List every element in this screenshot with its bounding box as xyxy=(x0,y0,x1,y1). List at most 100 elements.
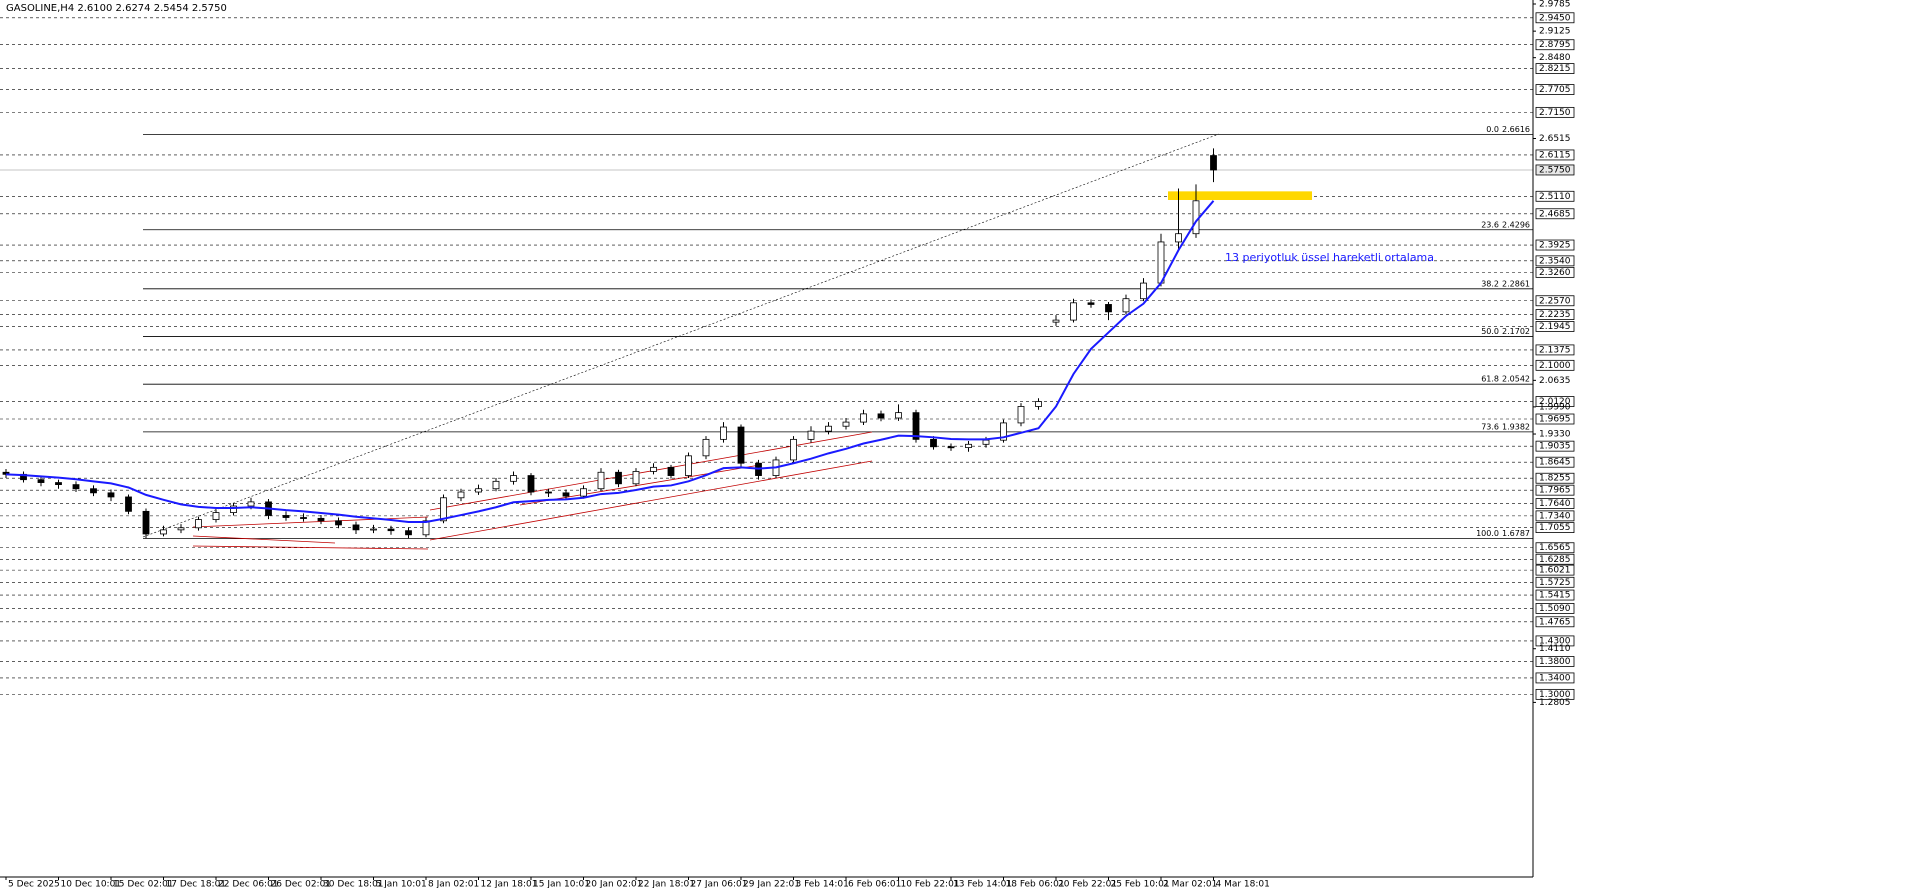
x-tick-label: 6 Feb 06:01 xyxy=(848,880,901,888)
candle-body xyxy=(982,439,990,445)
fib-value: 2.6616 xyxy=(1502,125,1530,134)
candle-body xyxy=(107,492,115,498)
level-label: 2.1375 xyxy=(1539,345,1571,355)
candle-body xyxy=(55,482,62,486)
candle-body xyxy=(510,475,517,482)
candle-body xyxy=(230,505,237,513)
level-label-box xyxy=(1535,84,1575,95)
x-tick-label: 12 Jan 18:01 xyxy=(481,880,538,888)
level-label: 2.2570 xyxy=(1539,296,1571,306)
candle-body xyxy=(440,497,447,522)
level-label: 2.2235 xyxy=(1539,310,1571,320)
candle-body xyxy=(492,480,500,490)
level-label: 1.6021 xyxy=(1539,566,1571,576)
candle-body xyxy=(860,413,867,423)
candle-body xyxy=(475,488,482,493)
x-tick-label: 2 Mar 02:01 xyxy=(1163,880,1217,888)
candle-body xyxy=(702,438,710,457)
candle-body xyxy=(1052,319,1060,323)
level-label: 1.7055 xyxy=(1539,523,1571,533)
candle-body xyxy=(247,501,255,507)
level-label: 1.6285 xyxy=(1539,555,1571,565)
candle-body xyxy=(912,412,920,440)
candle-body xyxy=(825,425,832,432)
candle-body xyxy=(947,446,955,449)
candle-body xyxy=(177,527,185,531)
candle-body xyxy=(1122,298,1130,313)
candle-body xyxy=(300,517,307,519)
fib-value: 2.0542 xyxy=(1502,375,1530,384)
fib-level: 50.0 xyxy=(1481,327,1499,336)
x-tick-label: 4 Mar 18:01 xyxy=(1216,880,1270,888)
level-label: 2.8795 xyxy=(1539,40,1571,50)
y-tick-label: 2.8480 xyxy=(1539,53,1571,63)
candle-body xyxy=(895,412,902,419)
x-tick-label: 8 Jan 02:01 xyxy=(428,880,479,888)
level-label: 1.7340 xyxy=(1539,511,1571,521)
candle-body xyxy=(965,443,972,448)
y-tick-label: 1.2805 xyxy=(1539,698,1571,708)
x-tick-label: 30 Dec 18:01 xyxy=(323,880,384,888)
candle-body xyxy=(615,471,622,485)
level-label: 2.3540 xyxy=(1539,256,1571,266)
candle-body xyxy=(352,524,360,531)
level-label-box xyxy=(1535,542,1575,554)
candle-body xyxy=(1140,282,1147,300)
level-label-box xyxy=(1535,106,1575,118)
candle-body xyxy=(807,430,815,440)
last-price-box xyxy=(1535,164,1575,176)
candle-body xyxy=(562,492,570,497)
level-label: 1.9035 xyxy=(1539,442,1571,452)
level-label-box xyxy=(1535,396,1575,407)
level-label-box xyxy=(1535,456,1575,468)
level-label-box xyxy=(1535,295,1575,307)
level-label: 2.0120 xyxy=(1539,397,1571,407)
fib-value: 2.4296 xyxy=(1502,220,1530,229)
candle-body xyxy=(667,466,675,476)
candle-body xyxy=(1035,401,1042,407)
level-label-box xyxy=(1535,484,1575,496)
candle-body xyxy=(1175,233,1182,243)
support-zone xyxy=(1168,191,1312,200)
candle-body xyxy=(527,475,535,493)
level-label: 1.8255 xyxy=(1539,474,1571,484)
fib-level: 38.2 xyxy=(1481,279,1499,288)
level-label: 1.4765 xyxy=(1539,617,1571,627)
candle-body xyxy=(877,413,885,419)
level-label: 1.6565 xyxy=(1539,543,1571,553)
level-label-box xyxy=(1535,63,1575,74)
x-tick-label: 29 Jan 22:01 xyxy=(743,880,800,888)
x-tick-label: 15 Dec 02:01 xyxy=(113,880,174,888)
candle-body xyxy=(1087,302,1095,305)
level-label: 1.5415 xyxy=(1539,591,1571,601)
candle-body xyxy=(632,471,640,485)
candle-body xyxy=(142,510,150,535)
x-tick-label: 3 Feb 14:01 xyxy=(796,880,849,888)
level-label-box xyxy=(1535,239,1575,251)
x-tick-label: 27 Jan 06:01 xyxy=(691,880,748,888)
candle-body xyxy=(457,491,465,499)
ema-annotation: 13 periyotluk üssel hareketli ortalama xyxy=(1225,251,1434,264)
x-tick-label: 10 Dec 10:01 xyxy=(61,880,122,888)
level-label-box xyxy=(1535,522,1575,533)
x-tick-label: 26 Dec 02:01 xyxy=(271,880,332,888)
candle-body xyxy=(1157,241,1165,284)
level-label-box xyxy=(1535,472,1575,484)
candle-body xyxy=(212,512,220,520)
level-label: 1.3800 xyxy=(1539,657,1571,667)
candle-body xyxy=(597,471,605,490)
level-label: 1.3000 xyxy=(1539,690,1571,700)
level-label-box xyxy=(1535,12,1575,24)
level-label: 1.8645 xyxy=(1539,458,1571,468)
candle-body xyxy=(1017,406,1025,424)
candle-body xyxy=(1105,304,1112,313)
fib-value: 2.1702 xyxy=(1502,327,1530,336)
level-label-box xyxy=(1535,266,1575,278)
chart-title: GASOLINE,H4 2.6100 2.6274 2.5454 2.5750 xyxy=(6,3,227,14)
fib-level: 100.0 xyxy=(1476,529,1499,538)
level-label-box xyxy=(1535,359,1575,371)
level-label: 1.4300 xyxy=(1539,636,1571,646)
channel-line xyxy=(429,460,873,541)
candle-body xyxy=(1000,422,1007,441)
fib-value: 2.2861 xyxy=(1502,279,1530,288)
